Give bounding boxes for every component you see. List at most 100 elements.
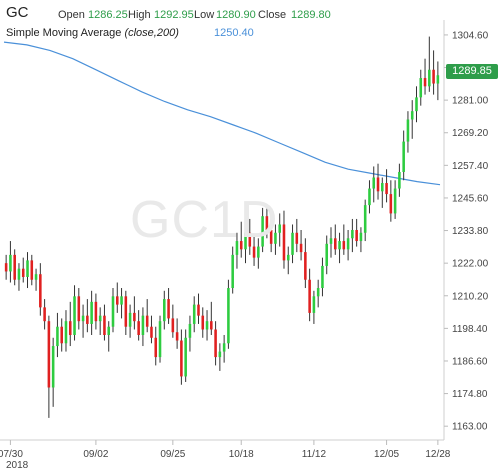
candle-body [291,232,294,255]
candle [376,163,380,200]
candle [261,207,264,253]
candle [77,288,81,330]
candle [239,221,243,258]
candle-body [304,252,307,280]
candle-body [4,263,8,272]
x-tick-label: 09/02 [83,449,108,460]
candle-body [205,321,209,330]
candle [312,290,316,324]
candle [98,307,102,335]
candle [137,310,140,341]
x-tick-label: 09/25 [160,449,185,460]
candle [111,288,115,333]
candle [188,315,192,352]
candle [13,249,16,286]
candle-body [81,315,85,322]
candle [210,301,213,335]
candle [180,329,183,385]
candle [385,169,388,203]
candle [4,254,8,280]
low-label: Low [194,9,215,21]
candle-body [145,315,149,327]
candle-body [111,296,115,327]
y-tick-label: 1163.00 [452,422,488,433]
candle-body [17,268,21,280]
y-tick-label: 1281.00 [452,96,489,107]
candle [299,230,303,261]
open-value: 1286.25 [88,9,128,21]
candle [103,304,106,341]
candle-body [325,243,329,266]
candle [282,210,286,269]
candle-body [60,326,63,344]
candle [333,224,337,255]
candle [175,318,179,349]
candle-body [308,279,311,313]
candle-body [261,216,264,247]
high-value: 1292.95 [154,9,194,21]
x-tick-label: 07/30 [0,449,23,460]
candle-body [30,260,34,280]
candle-body [43,307,46,322]
y-tick-label: 1174.80 [452,389,488,400]
candle [26,252,29,289]
candle-body [376,177,380,192]
y-tick-label: 1304.60 [452,30,489,41]
candle [257,238,260,269]
candle [184,329,187,382]
candle-body [64,321,68,344]
sma-line [3,41,441,186]
high-label: High [128,9,151,21]
watermark: GC1D [130,191,279,249]
last-price-tag: 1289.85 [446,64,498,79]
candle [381,177,384,208]
candle [214,321,217,366]
candle [43,299,46,330]
candle-body [137,321,140,335]
candle [115,282,119,313]
candle-body [124,296,128,327]
candle-body [316,288,320,297]
candle-body [269,230,273,244]
candle [338,232,341,264]
candle [86,299,89,333]
candle [325,235,329,275]
candle [316,279,320,308]
candle [359,227,363,253]
candle-body [154,337,158,358]
candle-body [402,141,405,172]
candle [355,218,358,247]
candle-body [432,69,435,84]
candle-body [257,246,260,258]
candle [120,288,123,319]
candle [363,199,367,242]
y-tick-label: 1233.80 [452,226,489,237]
candle [94,293,98,330]
candle [68,301,72,347]
candle-body [158,321,162,358]
candle-body [167,299,170,319]
candle-body [406,119,410,142]
candle-body [244,232,247,250]
symbol-title: GC [6,4,29,21]
candle-body [363,205,367,233]
candle [389,180,393,222]
candle-body [282,224,286,261]
candle-body [239,241,243,250]
candle-body [73,296,76,335]
candle-body [141,315,145,335]
candle [227,279,230,349]
candle [34,268,38,291]
candle [295,218,299,253]
indicator-label: Simple Moving Average (close,200) [6,27,179,39]
candle [428,36,431,92]
candle [218,343,222,371]
candle-body [312,296,316,313]
y-tick-label: 1186.60 [452,356,488,367]
low-value: 1280.90 [216,9,256,21]
candle [244,224,247,264]
candle [158,315,162,363]
candle [402,130,405,181]
candle [56,312,59,358]
